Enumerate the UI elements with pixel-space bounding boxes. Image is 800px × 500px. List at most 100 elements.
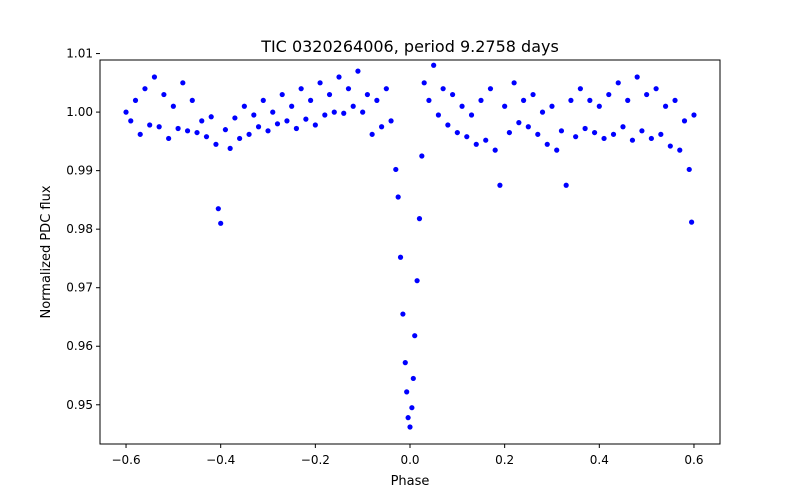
data-point (691, 112, 697, 118)
data-point (686, 166, 692, 173)
data-point (644, 91, 650, 98)
data-point (587, 97, 593, 103)
data-point (445, 122, 451, 128)
y-tick-label: 0.95 (66, 398, 93, 412)
data-point (350, 103, 356, 109)
data-point (421, 80, 427, 86)
x-tick-label: −0.4 (206, 453, 235, 467)
x-tick-label: −0.6 (111, 453, 140, 467)
data-point (554, 147, 560, 153)
data-point (672, 97, 678, 103)
data-point (194, 129, 200, 136)
data-point (596, 103, 602, 109)
data-point (681, 118, 688, 124)
data-point (549, 103, 555, 109)
data-point (293, 125, 300, 132)
x-axis-label: Phase (391, 474, 430, 489)
x-tick-label: −0.2 (301, 453, 330, 467)
data-point (487, 86, 494, 92)
y-axis-label: Normalized PDC flux (39, 185, 54, 318)
data-point (402, 360, 408, 366)
data-point (227, 145, 233, 151)
data-point (303, 116, 309, 122)
data-point (331, 109, 337, 115)
data-point (218, 220, 224, 226)
data-point (634, 74, 640, 80)
data-point (395, 194, 401, 200)
data-point (208, 114, 214, 120)
data-point (341, 110, 347, 116)
data-point (662, 103, 669, 109)
data-point (639, 128, 645, 134)
data-point (535, 131, 541, 137)
data-point (123, 109, 129, 115)
data-point (577, 86, 583, 92)
y-tick-label: 0.99 (66, 164, 93, 178)
y-tick-label: 1.01 (66, 47, 93, 61)
data-point (312, 122, 318, 128)
data-point (426, 97, 432, 103)
x-tick-label: 0.6 (684, 453, 703, 467)
plot-area-frame (99, 59, 721, 445)
data-point (620, 124, 626, 130)
data-point (298, 86, 304, 92)
data-point (393, 166, 399, 173)
data-point (525, 124, 531, 130)
data-point (539, 109, 546, 115)
data-point (232, 115, 238, 121)
data-point (573, 134, 579, 140)
data-point (530, 91, 536, 98)
data-point (383, 86, 389, 92)
data-point (345, 86, 352, 92)
data-point (175, 125, 181, 132)
data-point (506, 129, 512, 136)
data-point (189, 97, 195, 103)
data-point (180, 80, 186, 86)
data-point (435, 112, 441, 118)
x-axis-ticks: −0.6 −0.4 −0.2 0.0 0.2 0.4 0.6 (111, 444, 704, 467)
data-point (653, 86, 659, 92)
data-point (156, 124, 162, 130)
data-point (440, 86, 446, 92)
data-point (369, 131, 375, 137)
data-point (610, 131, 617, 137)
chart-title: TIC 0320264006, period 9.2758 days (260, 37, 559, 56)
data-point (215, 206, 221, 212)
data-point (379, 124, 385, 130)
data-point (648, 135, 654, 142)
data-point (151, 74, 158, 80)
data-point (516, 120, 522, 126)
data-point (667, 143, 673, 149)
data-point (255, 124, 262, 130)
data-point (629, 137, 636, 143)
data-point (308, 97, 314, 103)
data-point (410, 375, 416, 382)
data-point (502, 103, 508, 109)
x-tick-label: 0.2 (495, 453, 514, 467)
data-point (473, 141, 479, 147)
data-point (246, 131, 252, 137)
data-point (364, 91, 370, 98)
data-point (326, 91, 333, 98)
data-points (123, 62, 697, 430)
data-point (563, 182, 569, 188)
y-axis-ticks: 0.95 0.96 0.97 0.98 0.99 1.00 1.01 (66, 47, 100, 412)
data-point (161, 91, 167, 98)
data-point (416, 216, 423, 222)
y-tick-label: 0.96 (66, 339, 93, 353)
x-tick-label: 0.4 (590, 453, 609, 467)
data-point (511, 80, 517, 86)
data-point (409, 405, 415, 411)
data-point (132, 97, 139, 103)
data-point (544, 141, 550, 147)
data-point (270, 109, 276, 115)
x-tick-label: 0.0 (400, 453, 419, 467)
data-point (412, 333, 418, 339)
data-point (582, 125, 588, 132)
data-point (322, 112, 328, 118)
data-point (658, 131, 664, 137)
data-point (568, 97, 574, 103)
data-point (336, 74, 342, 80)
data-point (591, 129, 598, 136)
